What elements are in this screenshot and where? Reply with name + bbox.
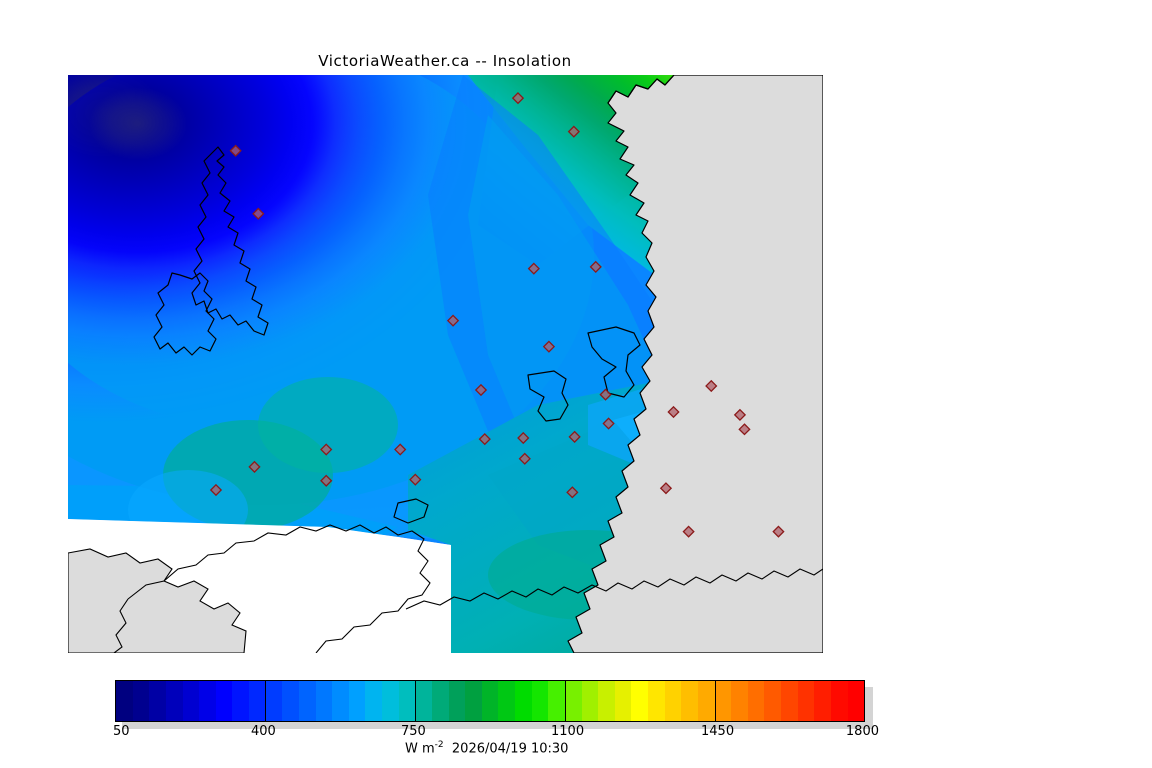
colorbar-swatch-6 xyxy=(215,681,233,721)
station-marker[interactable] xyxy=(599,388,612,401)
colorbar-swatch-19 xyxy=(431,681,449,721)
insolation-map xyxy=(68,75,823,653)
colorbar: 50 400 750 1100 1450 1800 W m-2 2026/04/19 10… xyxy=(113,680,879,756)
station-marker[interactable] xyxy=(682,525,695,538)
colorbar-swatch-4 xyxy=(182,681,200,721)
station-marker[interactable] xyxy=(602,417,615,430)
page-title: VictoriaWeather.ca -- Insolation xyxy=(318,52,572,70)
colorbar-swatch-23 xyxy=(498,681,515,721)
colorbar-swatch-44 xyxy=(847,681,865,721)
colorbar-swatch-0 xyxy=(116,681,133,721)
lower-region xyxy=(68,519,823,653)
station-marker[interactable] xyxy=(252,207,265,220)
station-marker[interactable] xyxy=(248,460,261,474)
colorbar-swatch-13 xyxy=(332,681,349,721)
station-marker[interactable] xyxy=(229,144,242,157)
timestamp: 2026/04/19 10:30 xyxy=(451,741,569,757)
station-marker[interactable] xyxy=(474,383,488,397)
colorbar-swatch-40 xyxy=(781,681,798,721)
colorbar-swatch-8 xyxy=(249,681,266,721)
colorbar-label-400: 400 xyxy=(251,724,276,739)
colorbar-swatch-15 xyxy=(365,681,382,721)
colorbar-swatch-10 xyxy=(282,681,299,721)
colorbar-swatch-43 xyxy=(830,681,848,721)
colorbar-swatch-28 xyxy=(581,681,599,721)
colorbar-swatch-7 xyxy=(232,681,249,721)
colorbar-swatch-35 xyxy=(697,681,715,721)
colorbar-swatch-22 xyxy=(481,681,499,721)
station-marker[interactable] xyxy=(394,443,407,456)
station-marker[interactable] xyxy=(772,525,785,538)
colorbar-swatch-5 xyxy=(199,681,216,721)
colorbar-swatch-41 xyxy=(797,681,815,721)
colorbar-swatch-29 xyxy=(598,681,615,721)
colorbar-swatch-24 xyxy=(515,681,532,721)
coastlines xyxy=(153,75,823,653)
station-marker[interactable] xyxy=(446,314,460,327)
station-marker[interactable] xyxy=(568,430,581,443)
station-marker[interactable] xyxy=(733,408,747,421)
station-marker[interactable] xyxy=(659,482,673,495)
station-marker[interactable] xyxy=(518,452,531,465)
colorbar-swatch-27 xyxy=(564,681,582,721)
colorbar-swatch-16 xyxy=(382,681,399,721)
colorbar-swatch-32 xyxy=(648,681,665,721)
station-marker[interactable] xyxy=(738,423,751,436)
station-marker[interactable] xyxy=(517,431,530,445)
units-exponent: -2 xyxy=(434,740,444,750)
colorbar-swatch-31 xyxy=(631,681,648,721)
colorbar-units-and-timestamp: W m-2 2026/04/19 10:30 xyxy=(405,740,568,756)
colorbar-label-50: 50 xyxy=(113,724,130,739)
colorbar-swatch-38 xyxy=(747,681,765,721)
colorbar-tick-1100 xyxy=(565,680,566,722)
map-panel[interactable] xyxy=(68,75,823,653)
colorbar-label-1800: 1800 xyxy=(845,724,879,739)
station-marker[interactable] xyxy=(320,474,333,487)
station-markers[interactable] xyxy=(209,92,785,538)
colorbar-swatch-9 xyxy=(265,681,283,721)
colorbar-swatch-3 xyxy=(165,681,183,721)
colorbar-swatch-12 xyxy=(315,681,333,721)
station-marker[interactable] xyxy=(511,92,525,105)
colorbar-swatch-42 xyxy=(814,681,831,721)
colorbar-swatch-25 xyxy=(531,681,549,721)
units-base: W m xyxy=(405,741,435,757)
station-marker[interactable] xyxy=(320,443,333,456)
colorbar-swatch-18 xyxy=(415,681,432,721)
colorbar-swatch-33 xyxy=(664,681,682,721)
colorbar-swatch-1 xyxy=(132,681,150,721)
station-marker[interactable] xyxy=(667,405,680,419)
colorbar-swatch-34 xyxy=(681,681,698,721)
station-marker[interactable] xyxy=(209,483,223,497)
colorbar-swatch-20 xyxy=(448,681,466,721)
colorbar-tick-1450 xyxy=(715,680,716,722)
colorbar-swatch-14 xyxy=(348,681,366,721)
colorbar-label-1450: 1450 xyxy=(701,724,735,739)
station-marker[interactable] xyxy=(567,125,580,138)
colorbar-swatch-2 xyxy=(149,681,166,721)
colorbar-swatch-21 xyxy=(465,681,482,721)
station-marker[interactable] xyxy=(478,433,491,446)
colorbar-swatch-11 xyxy=(298,681,316,721)
colorbar-swatch-26 xyxy=(548,681,565,721)
station-marker[interactable] xyxy=(589,260,602,274)
colorbar-gradient[interactable] xyxy=(115,680,865,722)
colorbar-tick-750 xyxy=(415,680,416,722)
station-marker[interactable] xyxy=(566,486,579,499)
colorbar-label-1100: 1100 xyxy=(551,724,585,739)
station-marker[interactable] xyxy=(542,340,556,353)
colorbar-swatch-17 xyxy=(398,681,416,721)
station-marker[interactable] xyxy=(705,379,718,393)
colorbar-swatch-36 xyxy=(714,681,732,721)
colorbar-label-750: 750 xyxy=(401,724,426,739)
colorbar-tick-400 xyxy=(265,680,266,722)
colorbar-swatch-37 xyxy=(731,681,748,721)
colorbar-swatch-30 xyxy=(614,681,632,721)
station-marker[interactable] xyxy=(527,262,540,275)
station-marker[interactable] xyxy=(409,473,422,486)
colorbar-swatch-39 xyxy=(764,681,781,721)
